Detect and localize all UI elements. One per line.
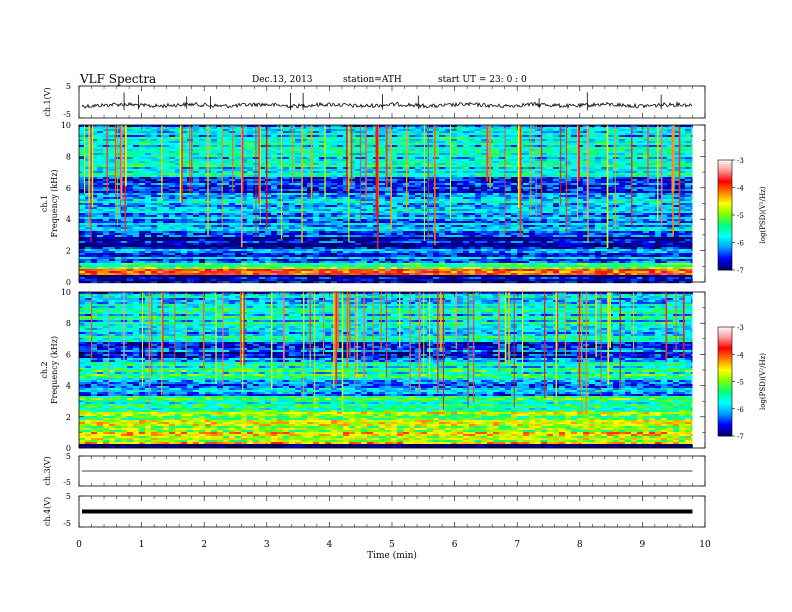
x-tick-label: 3: [264, 540, 270, 550]
ch2-spectrogram-colorbar: [718, 327, 732, 437]
ch2-spectrogram-ytick-label: 0: [66, 444, 71, 453]
ch2-spectrogram-ytick-label: 6: [66, 350, 71, 359]
x-tick-label: 5: [389, 540, 395, 550]
ch1-spectrogram-colorbar-label: log(PSD)(V²/Hz): [759, 186, 767, 243]
ch2-spectrogram-ytick-label: 8: [66, 319, 71, 328]
ch2-spectrogram-ylabel-channel: ch.2: [40, 361, 49, 378]
ch1-spectrogram-ytick-label: 4: [66, 215, 71, 224]
ch1-spectrogram-ytick-label: 10: [61, 121, 71, 130]
ch2-spectrogram-ylabel: Frequency (kHz): [50, 336, 59, 404]
ch2-spectrogram-colorbar-label: log(PSD)(V²/Hz): [759, 353, 767, 410]
x-tick-label: 4: [327, 540, 333, 550]
ch1-waveform-trace: [81, 100, 693, 110]
ch3-waveform-ylabel: ch.3(V): [43, 456, 52, 485]
ch1-spectrogram-image: [79, 125, 693, 284]
ch2-spectrogram-ytick-label: 2: [66, 413, 71, 422]
ch1-spectrogram-ylabel-channel: ch.1: [40, 195, 49, 212]
date-label: Dec.13, 2013: [252, 75, 313, 85]
x-tick-label: 8: [577, 540, 583, 550]
start-time-label: start UT = 23: 0 : 0: [438, 75, 527, 85]
x-tick-label: 6: [452, 540, 458, 550]
ch1-spectrogram-ytick-label: 0: [66, 278, 71, 287]
ch1-spectrogram-colorbar-tick-label: -4: [737, 185, 744, 193]
station-label: station=ATH: [343, 75, 402, 85]
ch4-waveform-ylabel: ch.4(V): [43, 497, 52, 526]
ch2-spectrogram-ytick-label: 10: [61, 288, 71, 297]
ch3-waveform-ytick-label: -5: [63, 478, 71, 487]
ch4-waveform-ytick-label: 5: [66, 492, 71, 501]
ch1-spectrogram-colorbar-tick-label: -7: [737, 267, 744, 275]
ch2-spectrogram-ytick-label: 4: [66, 382, 71, 391]
ch1-spectrogram-colorbar-tick-label: -3: [737, 157, 744, 165]
ch1-spectrogram-blank: [692, 125, 705, 282]
chart-title: VLF Spectra: [80, 72, 157, 86]
ch2-spectrogram-colorbar-tick-label: -7: [737, 433, 744, 441]
ch1-spectrogram-colorbar: [718, 160, 732, 271]
ch1-waveform-ytick-label: 5: [66, 82, 71, 91]
x-tick-label: 7: [514, 540, 520, 550]
ch4-waveform-trace: [82, 509, 693, 514]
ch1-spectrogram-colorbar-tick-label: -6: [737, 240, 744, 248]
ch2-spectrogram-colorbar-tick-label: -6: [737, 406, 744, 414]
x-tick-label: 2: [201, 540, 207, 550]
x-tick-label: 10: [699, 540, 711, 550]
ch2-spectrogram-colorbar-tick-label: -5: [737, 379, 744, 387]
ch2-spectrogram-colorbar-tick-label: -4: [737, 351, 744, 359]
ch1-spectrogram-ytick-label: 8: [66, 152, 71, 161]
x-tick-label: 0: [76, 540, 82, 550]
ch1-spectrogram-ytick-label: 6: [66, 184, 71, 193]
x-axis-label: Time (min): [367, 550, 417, 561]
ch1-spectrogram-ytick-label: 2: [66, 247, 71, 256]
ch1-spectrogram-colorbar-tick-label: -5: [737, 212, 744, 220]
ch1-spectrogram-ylabel: Frequency (kHz): [50, 169, 59, 237]
ch2-spectrogram-blank: [692, 292, 705, 448]
ch1-waveform-ylabel: ch.1(V): [43, 87, 52, 116]
ch1-waveform-ytick-label: -5: [63, 110, 71, 119]
x-tick-label: 9: [640, 540, 646, 550]
ch4-waveform-ytick-label: -5: [63, 519, 71, 528]
ch2-spectrogram-colorbar-tick-label: -3: [737, 324, 744, 332]
x-tick-label: 1: [139, 540, 145, 550]
ch3-waveform-ytick-label: 5: [66, 452, 71, 461]
